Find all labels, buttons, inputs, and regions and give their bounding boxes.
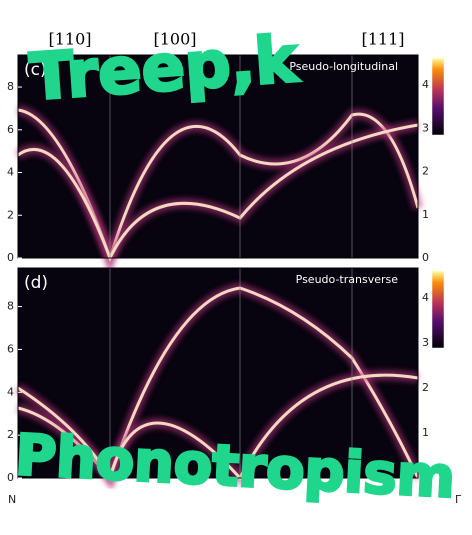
plot-frame — [17, 267, 419, 479]
y-tick-label: 2 — [7, 208, 14, 221]
right-tick-label: 2 — [422, 381, 429, 394]
band — [17, 373, 419, 482]
y-tick-label: 8 — [7, 300, 14, 313]
direction-label: [111] — [361, 30, 404, 49]
panel-label: (d) — [24, 273, 48, 293]
colorbar — [431, 270, 445, 349]
direction-label: [110] — [48, 30, 91, 49]
right-tick-label: 3 — [422, 336, 429, 349]
right-tick-label: 0 — [422, 251, 429, 264]
panel-title: Pseudo-transverse — [296, 273, 399, 286]
right-tick-label: 2 — [422, 165, 429, 178]
y-tick-label: 8 — [7, 80, 14, 93]
right-tick-label: 4 — [422, 291, 429, 304]
y-tick-label: 4 — [7, 385, 14, 398]
plot-area — [18, 55, 418, 258]
y-tick-label: 4 — [7, 166, 14, 179]
colorbar-max: 0.02 — [446, 58, 466, 68]
colorbar-max: 0.02 — [446, 271, 466, 281]
y-tick-label: 2 — [7, 428, 14, 441]
right-tick-label: 4 — [422, 78, 429, 91]
colorbar-label: arb. units — [454, 75, 464, 118]
panel-title: Pseudo-longitudinal — [289, 60, 398, 73]
y-tick-label: 6 — [7, 123, 14, 136]
colorbar-min: 0.00 — [448, 128, 468, 138]
y-tick-label: 6 — [7, 342, 14, 355]
right-tick-label: 1 — [422, 426, 429, 439]
colorbar-min: 0.00 — [448, 341, 468, 351]
colorbar — [431, 57, 445, 136]
y-tick-label: 0 — [7, 251, 14, 264]
right-tick-label: 3 — [422, 121, 429, 134]
panel-label: (c) — [24, 60, 47, 80]
plot-frame — [17, 54, 419, 259]
point-label: N — [8, 493, 16, 506]
right-tick-label: 1 — [422, 208, 429, 221]
colorbar-label: arb. units — [454, 288, 464, 331]
y-tick-label: 0 — [7, 471, 14, 484]
point-label: Γ — [455, 493, 462, 506]
direction-label: [100] — [153, 30, 196, 49]
right-tick-label: 0 — [422, 471, 429, 484]
band — [17, 123, 419, 262]
